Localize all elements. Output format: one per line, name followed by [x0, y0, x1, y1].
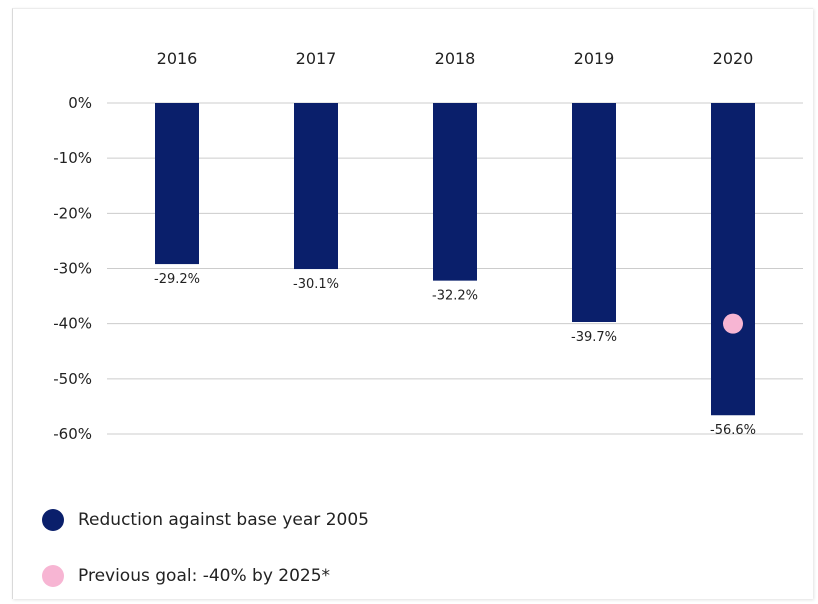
chart-frame [12, 8, 813, 599]
value-label: -30.1% [293, 277, 339, 292]
y-tick-label: -60% [53, 425, 92, 443]
bar [711, 103, 755, 416]
y-tick-label: -10% [53, 149, 92, 167]
category-label: 2016 [157, 49, 198, 68]
legend-label-goal: Previous goal: -40% by 2025* [78, 566, 331, 586]
legend-swatch-goal [42, 565, 64, 587]
legend-item-goal: Previous goal: -40% by 2025* [42, 561, 369, 591]
y-axis-tick-labels: 0% -10% -20% -30% -40% -50% -60% [53, 94, 92, 443]
bar [433, 103, 477, 281]
bars [155, 103, 755, 416]
legend-label-reduction: Reduction against base year 2005 [78, 510, 369, 530]
value-label: -39.7% [571, 330, 617, 345]
legend-item-reduction: Reduction against base year 2005 [42, 505, 369, 535]
y-tick-label: -20% [53, 204, 92, 222]
value-labels: -29.2% -30.1% -32.2% -39.7% -56.6% [154, 272, 756, 438]
y-tick-label: -50% [53, 370, 92, 388]
category-label: 2017 [296, 49, 337, 68]
bar-chart: 0%-10%-20%-30%-40%-50%-60% 2016 2017 2018 2… [53, 49, 803, 443]
bar [294, 103, 338, 270]
y-tick-label: -30% [53, 260, 92, 278]
value-label: -29.2% [154, 272, 200, 287]
goal-markers [723, 313, 743, 334]
value-label: -56.6% [710, 423, 756, 438]
y-tick-label: -40% [53, 315, 92, 333]
category-label: 2018 [435, 49, 476, 68]
bar [155, 103, 199, 265]
category-label: 2020 [713, 49, 754, 68]
legend: Reduction against base year 2005 Previou… [42, 505, 369, 591]
legend-swatch-reduction [42, 509, 64, 531]
category-label: 2019 [574, 49, 615, 68]
y-tick-label: 0% [68, 94, 92, 112]
bar [572, 103, 616, 323]
category-labels: 2016 2017 2018 2019 2020 [157, 49, 754, 68]
value-label: -32.2% [432, 289, 478, 304]
goal-marker [723, 313, 743, 334]
